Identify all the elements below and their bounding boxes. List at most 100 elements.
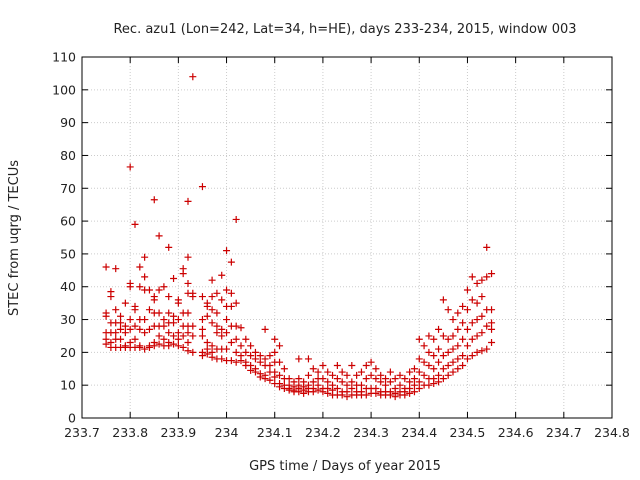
data-point — [141, 273, 149, 281]
data-point — [386, 391, 394, 399]
data-point — [198, 183, 206, 191]
data-point — [367, 358, 375, 366]
data-point — [208, 353, 216, 361]
data-point — [145, 343, 153, 351]
data-point — [439, 375, 447, 383]
data-point — [343, 393, 351, 401]
y-tick-label: 110 — [52, 50, 76, 65]
data-point — [478, 293, 486, 301]
data-point — [256, 373, 264, 381]
data-point — [449, 332, 457, 340]
data-point — [160, 283, 168, 291]
data-point — [141, 329, 149, 337]
data-point — [295, 388, 303, 396]
data-point — [131, 322, 139, 330]
data-point — [150, 196, 158, 204]
data-point — [396, 371, 404, 379]
data-point — [386, 368, 394, 376]
data-point — [136, 325, 144, 333]
data-point — [184, 253, 192, 261]
data-point — [237, 342, 245, 350]
data-point — [271, 348, 279, 356]
data-point — [396, 381, 404, 389]
data-point — [189, 73, 197, 81]
data-point — [449, 368, 457, 376]
data-point — [266, 376, 274, 384]
data-point — [189, 293, 197, 301]
data-point — [247, 342, 255, 350]
data-point — [319, 375, 327, 383]
data-point — [319, 361, 327, 369]
data-point — [276, 342, 284, 350]
data-point — [237, 324, 245, 332]
data-point — [117, 312, 125, 320]
data-point — [208, 293, 216, 301]
data-point — [203, 302, 211, 310]
data-point — [449, 358, 457, 366]
data-point — [488, 319, 496, 327]
data-point — [454, 325, 462, 333]
data-point — [223, 329, 231, 337]
data-point — [208, 342, 216, 350]
data-point — [314, 386, 322, 394]
data-point — [362, 391, 370, 399]
data-point — [251, 348, 259, 356]
data-point — [478, 329, 486, 337]
y-tick-label: 0 — [68, 411, 76, 426]
data-point — [300, 389, 308, 397]
data-point — [155, 309, 163, 317]
x-tick-label: 233.7 — [64, 425, 100, 440]
data-point — [468, 352, 476, 360]
axis-ticks — [81, 56, 613, 419]
data-point — [329, 371, 337, 379]
data-point — [198, 352, 206, 360]
data-point — [372, 365, 380, 373]
data-point — [165, 329, 173, 337]
data-point — [357, 381, 365, 389]
data-point — [338, 391, 346, 399]
data-point — [189, 348, 197, 356]
data-point — [271, 335, 279, 343]
data-point — [415, 384, 423, 392]
data-point — [468, 319, 476, 327]
data-point — [242, 348, 250, 356]
y-tick-labels: 0 10 20 30 40 50 60 70 80 90 100 110 — [52, 50, 76, 426]
data-point — [266, 361, 274, 369]
data-point — [444, 348, 452, 356]
data-point — [189, 322, 197, 330]
data-point — [160, 322, 168, 330]
data-point — [145, 306, 153, 314]
data-point — [430, 365, 438, 373]
data-point — [435, 371, 443, 379]
y-tick-label: 80 — [60, 148, 76, 163]
data-point — [333, 384, 341, 392]
data-point — [420, 371, 428, 379]
data-point — [203, 350, 211, 358]
data-point — [386, 378, 394, 386]
data-point — [488, 325, 496, 333]
data-point — [223, 316, 231, 324]
data-point — [218, 271, 226, 279]
data-point — [247, 352, 255, 360]
data-point — [102, 312, 110, 320]
data-point — [150, 342, 158, 350]
data-point — [271, 373, 279, 381]
data-point — [261, 355, 269, 363]
data-point — [131, 306, 139, 314]
data-point — [242, 335, 250, 343]
data-point — [256, 358, 264, 366]
data-point — [165, 309, 173, 317]
data-point — [314, 368, 322, 376]
data-point — [483, 243, 491, 251]
data-point — [488, 306, 496, 314]
data-point — [410, 381, 418, 389]
data-point — [473, 299, 481, 307]
data-point — [338, 378, 346, 386]
data-point — [112, 265, 120, 273]
data-point — [444, 306, 452, 314]
data-point — [435, 325, 443, 333]
data-point — [444, 371, 452, 379]
data-point — [141, 316, 149, 324]
chart-title: Rec. azu1 (Lon=242, Lat=34, h=HE), days … — [113, 22, 576, 37]
data-point — [415, 355, 423, 363]
